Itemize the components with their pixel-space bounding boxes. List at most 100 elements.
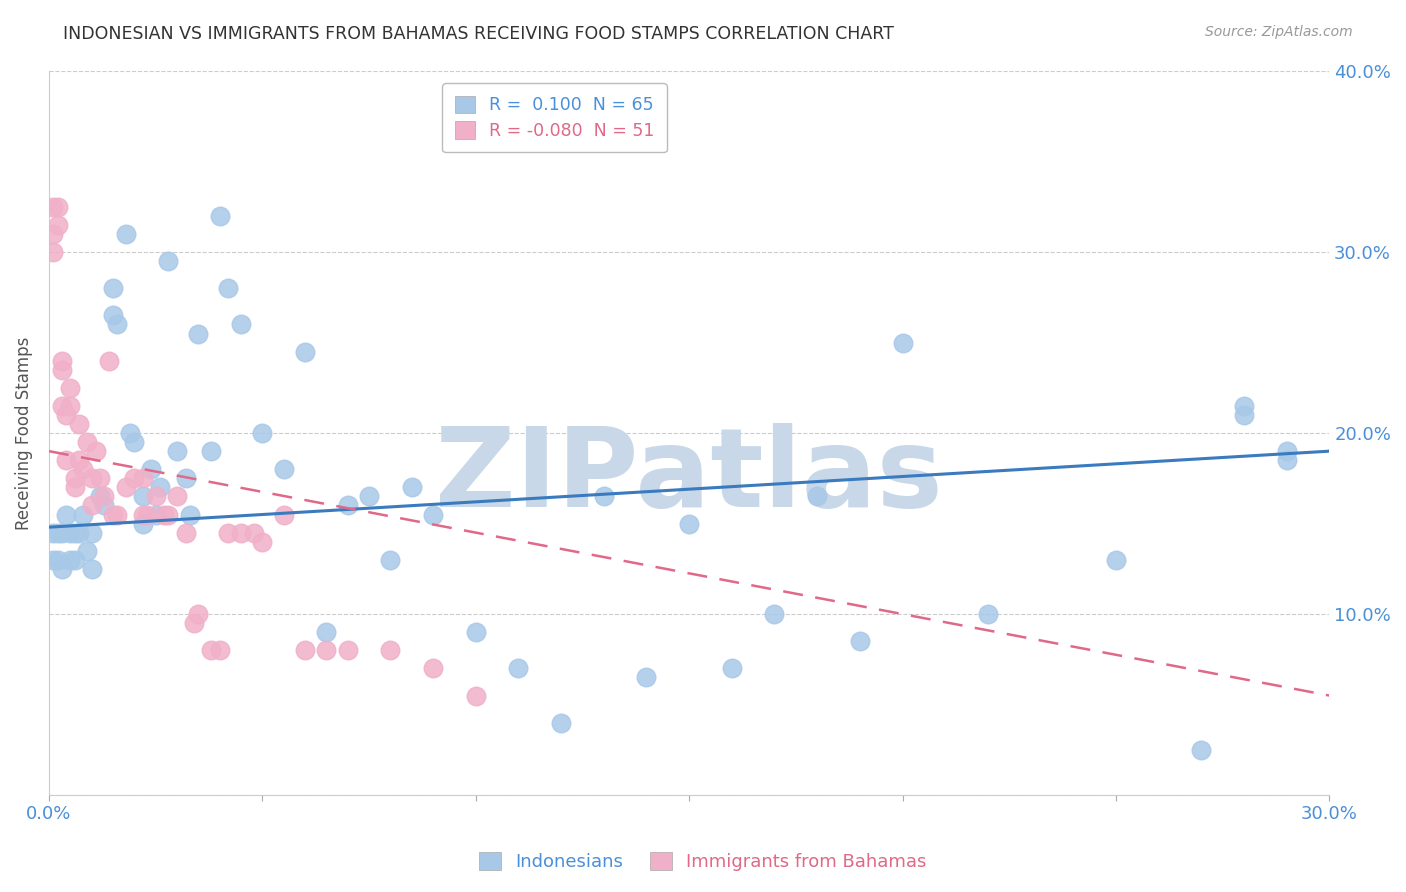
Point [422, 661, 444, 675]
Point [101, 281, 124, 295]
Point [72, 508, 94, 522]
Point [42, 227, 65, 241]
Point [252, 425, 274, 440]
Point [145, 490, 167, 504]
Point [132, 490, 155, 504]
Point [42, 553, 65, 567]
Point [84, 444, 107, 458]
Point [59, 399, 82, 413]
Point [217, 281, 239, 295]
Point [294, 344, 316, 359]
Point [80, 562, 103, 576]
Point [849, 634, 872, 648]
Point [89, 471, 111, 485]
Point [464, 689, 486, 703]
Point [93, 499, 115, 513]
Point [120, 425, 142, 440]
Point [1105, 553, 1128, 567]
Point [1233, 408, 1256, 422]
Point [200, 643, 222, 657]
Point [105, 508, 128, 522]
Point [157, 508, 180, 522]
Point [174, 471, 197, 485]
Point [59, 553, 82, 567]
Point [508, 661, 530, 675]
Point [42, 245, 65, 260]
Text: Source: ZipAtlas.com: Source: ZipAtlas.com [1205, 25, 1353, 39]
Point [1189, 743, 1212, 757]
Point [183, 616, 205, 631]
Point [166, 490, 188, 504]
Point [977, 607, 1000, 621]
Point [55, 453, 77, 467]
Point [63, 553, 86, 567]
Point [80, 499, 103, 513]
Point [114, 227, 136, 241]
Point [806, 490, 828, 504]
Point [229, 318, 252, 332]
Point [101, 508, 124, 522]
Point [179, 508, 201, 522]
Point [315, 643, 337, 657]
Point [636, 670, 658, 684]
Point [42, 525, 65, 540]
Point [80, 525, 103, 540]
Point [208, 209, 231, 223]
Point [136, 508, 159, 522]
Point [592, 490, 614, 504]
Point [101, 309, 124, 323]
Point [67, 453, 90, 467]
Point [166, 444, 188, 458]
Point [141, 462, 163, 476]
Point [59, 525, 82, 540]
Point [46, 218, 69, 232]
Point [124, 435, 146, 450]
Point [357, 490, 380, 504]
Point [149, 480, 172, 494]
Point [1275, 453, 1298, 467]
Point [208, 643, 231, 657]
Point [1233, 399, 1256, 413]
Point [76, 543, 98, 558]
Point [763, 607, 786, 621]
Point [93, 490, 115, 504]
Point [157, 254, 180, 268]
Point [132, 516, 155, 531]
Point [145, 508, 167, 522]
Point [97, 353, 120, 368]
Point [132, 508, 155, 522]
Point [51, 362, 73, 376]
Point [63, 471, 86, 485]
Point [217, 525, 239, 540]
Point [42, 200, 65, 214]
Point [678, 516, 700, 531]
Point [46, 200, 69, 214]
Point [1275, 444, 1298, 458]
Point [336, 499, 359, 513]
Point [51, 525, 73, 540]
Point [46, 553, 69, 567]
Point [80, 471, 103, 485]
Point [67, 525, 90, 540]
Point [720, 661, 742, 675]
Point [200, 444, 222, 458]
Text: INDONESIAN VS IMMIGRANTS FROM BAHAMAS RECEIVING FOOD STAMPS CORRELATION CHART: INDONESIAN VS IMMIGRANTS FROM BAHAMAS RE… [63, 25, 894, 43]
Point [124, 471, 146, 485]
Point [51, 399, 73, 413]
Point [72, 462, 94, 476]
Point [380, 643, 402, 657]
Point [174, 525, 197, 540]
Point [273, 462, 295, 476]
Point [67, 417, 90, 431]
Legend: R =  0.100  N = 65, R = -0.080  N = 51: R = 0.100 N = 65, R = -0.080 N = 51 [443, 83, 666, 153]
Point [243, 525, 266, 540]
Point [550, 715, 572, 730]
Legend: Indonesians, Immigrants from Bahamas: Indonesians, Immigrants from Bahamas [472, 845, 934, 879]
Point [464, 625, 486, 640]
Text: ZIPatlas: ZIPatlas [436, 423, 943, 530]
Point [76, 435, 98, 450]
Point [187, 607, 209, 621]
Point [51, 353, 73, 368]
Point [153, 508, 176, 522]
Point [105, 318, 128, 332]
